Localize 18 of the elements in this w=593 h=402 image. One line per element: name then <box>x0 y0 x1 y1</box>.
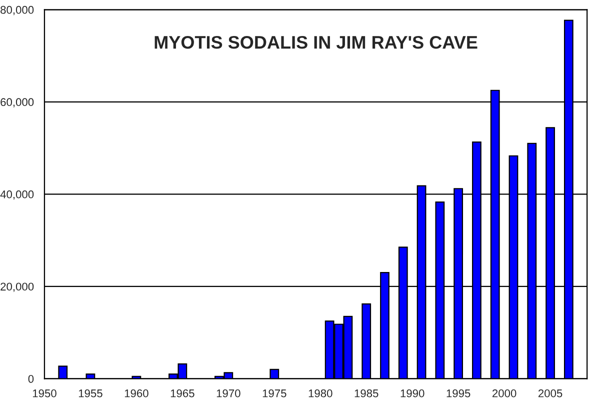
y-tick-label: 40,000 <box>0 190 34 200</box>
x-tick-label: 1965 <box>170 389 194 398</box>
x-tick-label: 2005 <box>538 389 562 398</box>
x-tick-label: 1975 <box>262 389 286 398</box>
x-tick-label: 1990 <box>400 389 424 398</box>
x-tick-label: 1960 <box>124 389 148 398</box>
y-tick-label: 60,000 <box>0 98 34 108</box>
x-tick-label: 1995 <box>446 389 470 398</box>
x-tick-label: 2000 <box>492 389 516 398</box>
x-tick-label: 1980 <box>308 389 332 398</box>
x-tick-label: 1950 <box>32 389 56 398</box>
y-tick-label: 0 <box>28 374 34 383</box>
x-tick-label: 1955 <box>78 389 102 398</box>
x-tick-label: 1970 <box>216 389 240 398</box>
text: MYOTIS SODALIS IN JIM RAY'S CAVE <box>154 36 478 49</box>
y-tick-label: 20,000 <box>0 282 34 292</box>
x-tick-label: 1985 <box>354 389 378 398</box>
y-tick-label: 80,000 <box>0 6 34 16</box>
